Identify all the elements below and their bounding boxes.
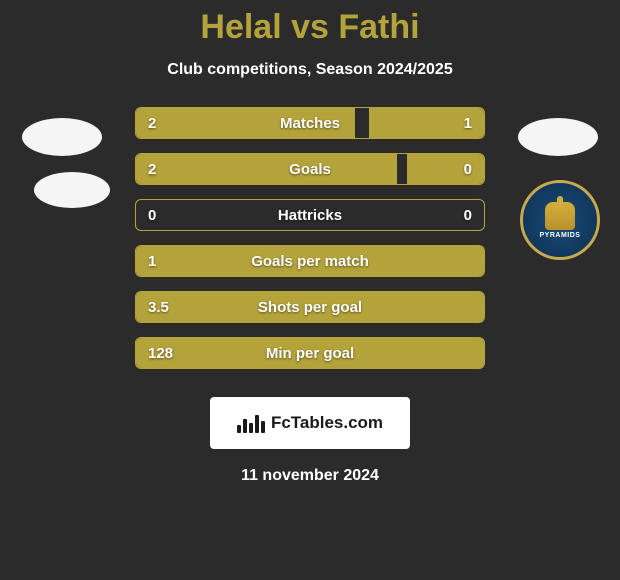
- stat-label: Goals: [136, 161, 484, 178]
- player-left-avatar-placeholder: [22, 118, 102, 156]
- player-right-avatar-placeholder: [518, 118, 598, 156]
- pharaoh-icon: [545, 202, 575, 230]
- stat-value-left: 1: [148, 253, 156, 270]
- stats-list: 2Matches12Goals00Hattricks01Goals per ma…: [135, 107, 485, 383]
- stat-label: Matches: [136, 115, 484, 132]
- stat-label: Goals per match: [136, 253, 484, 270]
- stat-label: Shots per goal: [136, 299, 484, 316]
- stat-label: Min per goal: [136, 345, 484, 362]
- stat-value-left: 0: [148, 207, 156, 224]
- stat-row: 3.5Shots per goal: [135, 291, 485, 323]
- team-right-logo: PYRAMIDS: [520, 180, 600, 260]
- stat-label: Hattricks: [136, 207, 484, 224]
- stat-row: 2Matches1: [135, 107, 485, 139]
- stat-row: 2Goals0: [135, 153, 485, 185]
- stat-value-right: 0: [464, 161, 472, 178]
- stat-value-left: 3.5: [148, 299, 169, 316]
- team-left-logo-placeholder: [34, 172, 110, 208]
- chart-bars-icon: [237, 413, 265, 433]
- stat-value-left: 2: [148, 161, 156, 178]
- stat-row: 128Min per goal: [135, 337, 485, 369]
- team-right-logo-text: PYRAMIDS: [540, 232, 581, 239]
- source-badge: FcTables.com: [210, 397, 410, 449]
- source-badge-text: FcTables.com: [271, 413, 383, 433]
- page-title: Helal vs Fathi: [200, 8, 419, 47]
- comparison-container: Helal vs Fathi Club competitions, Season…: [0, 0, 620, 580]
- stat-value-left: 128: [148, 345, 173, 362]
- stat-row: 0Hattricks0: [135, 199, 485, 231]
- stat-row: 1Goals per match: [135, 245, 485, 277]
- footer-date: 11 november 2024: [241, 467, 379, 485]
- stat-value-right: 1: [464, 115, 472, 132]
- stat-value-left: 2: [148, 115, 156, 132]
- page-subtitle: Club competitions, Season 2024/2025: [167, 61, 452, 79]
- stat-value-right: 0: [464, 207, 472, 224]
